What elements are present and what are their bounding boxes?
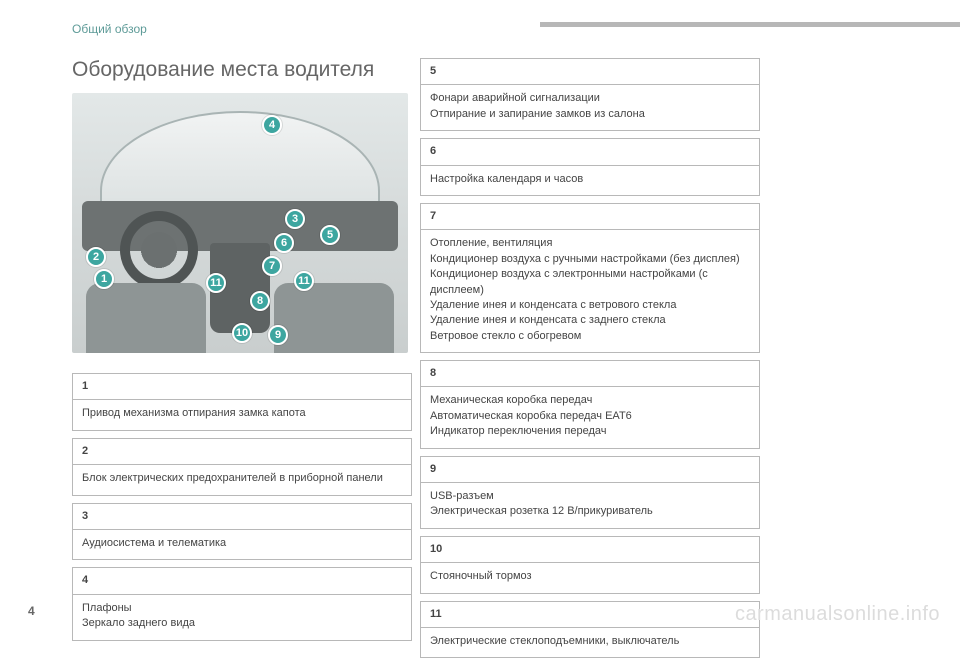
info-box-7: 7Отопление, вентиляцияКондиционер воздух… [420, 203, 760, 353]
info-box-line: Плафоны [82, 601, 402, 616]
info-box-3: 3 Аудиосистема и телематика [72, 503, 412, 561]
info-box-number: 11 [421, 602, 759, 628]
info-box-line: Удаление инея и конденсата с заднего сте… [430, 313, 750, 328]
right-list: 5Фонари аварийной сигнализацииОтпирание … [420, 58, 760, 665]
info-box-line: Отпирание и запирание замков из салона [430, 107, 750, 122]
info-box-line: Кондиционер воздуха с электронными настр… [430, 267, 750, 298]
info-box-line: Механическая коробка передач [430, 393, 750, 408]
callout-badge-7: 7 [262, 256, 282, 276]
info-box-5: 5Фонари аварийной сигнализацииОтпирание … [420, 58, 760, 131]
info-box-line: Кондиционер воздуха с ручными настройкам… [430, 252, 750, 267]
info-box-body: Механическая коробка передачАвтоматическ… [421, 387, 759, 447]
page-number: 4 [28, 604, 35, 618]
info-box-line: Индикатор переключения передач [430, 424, 750, 439]
callout-badge-11: 11 [206, 273, 226, 293]
callout-badge-3: 3 [285, 209, 305, 229]
info-box-body: Отопление, вентиляцияКондиционер воздуха… [421, 230, 759, 352]
illustration-seat-right [274, 283, 394, 353]
info-box-4: 4ПлафоныЗеркало заднего вида [72, 567, 412, 640]
info-box-number: 3 [73, 504, 411, 530]
callout-badge-5: 5 [320, 225, 340, 245]
dashboard-illustration: 435672111118109 [72, 93, 408, 353]
info-box-body: Настройка календаря и часов [421, 166, 759, 195]
info-box-line: Аудиосистема и телематика [82, 536, 402, 551]
info-box-10: 10 Стояночный тормоз [420, 536, 760, 594]
right-column: 5Фонари аварийной сигнализацииОтпирание … [420, 58, 760, 665]
info-box-line: Блок электрических предохранителей в при… [82, 471, 402, 486]
info-box-number: 7 [421, 204, 759, 230]
callout-badge-1: 1 [94, 269, 114, 289]
section-header: Общий обзор [72, 22, 147, 36]
info-box-body: Электрические стеклоподъемники, выключат… [421, 628, 759, 657]
top-bar [540, 22, 960, 27]
info-box-1: 1 Привод механизма отпирания замка капота [72, 373, 412, 431]
info-box-body: Фонари аварийной сигнализацииОтпирание и… [421, 85, 759, 130]
info-box-2: 2 Блок электрических предохранителей в пр… [72, 438, 412, 496]
callout-badge-11: 11 [294, 271, 314, 291]
info-box-line: Ветровое стекло с обогревом [430, 329, 750, 344]
info-box-number: 5 [421, 59, 759, 85]
left-column: 435672111118109 1Привод механизма отпира… [72, 58, 412, 665]
info-box-9: 9USB-разъемЭлектрическая розетка 12 В/пр… [420, 456, 760, 529]
info-box-line: Электрическая розетка 12 В/прикуриватель [430, 504, 750, 519]
info-box-body: USB-разъемЭлектрическая розетка 12 В/при… [421, 483, 759, 528]
info-box-line: USB-разъем [430, 489, 750, 504]
watermark: carmanualsonline.info [735, 603, 940, 626]
info-box-body: Стояночный тормоз [421, 563, 759, 592]
illustration-seat-left [86, 283, 206, 353]
info-box-number: 6 [421, 139, 759, 165]
info-box-11: 11 Электрические стеклоподъемники, выключ… [420, 601, 760, 659]
info-box-line: Электрические стеклоподъемники, выключат… [430, 634, 750, 649]
info-box-line: Зеркало заднего вида [82, 616, 402, 631]
info-box-body: ПлафоныЗеркало заднего вида [73, 595, 411, 640]
info-box-number: 10 [421, 537, 759, 563]
illustration-wheel [120, 211, 198, 289]
info-box-line: Фонари аварийной сигнализации [430, 91, 750, 106]
info-box-line: Стояночный тормоз [430, 569, 750, 584]
callout-badge-4: 4 [262, 115, 282, 135]
callout-badge-6: 6 [274, 233, 294, 253]
info-box-body: Привод механизма отпирания замка капота [73, 400, 411, 429]
info-box-6: 6 Настройка календаря и часов [420, 138, 760, 196]
info-box-line: Настройка календаря и часов [430, 172, 750, 187]
callout-badge-2: 2 [86, 247, 106, 267]
info-box-body: Блок электрических предохранителей в при… [73, 465, 411, 494]
info-box-number: 1 [73, 374, 411, 400]
callout-badge-10: 10 [232, 323, 252, 343]
illustration-windshield [100, 111, 380, 206]
callout-badge-9: 9 [268, 325, 288, 345]
info-box-number: 4 [73, 568, 411, 594]
info-box-number: 9 [421, 457, 759, 483]
info-box-number: 8 [421, 361, 759, 387]
info-box-line: Привод механизма отпирания замка капота [82, 406, 402, 421]
info-box-line: Отопление, вентиляция [430, 236, 750, 251]
info-box-number: 2 [73, 439, 411, 465]
callout-badge-8: 8 [250, 291, 270, 311]
info-box-body: Аудиосистема и телематика [73, 530, 411, 559]
content-columns: 435672111118109 1Привод механизма отпира… [72, 58, 760, 665]
left-list: 1 Привод механизма отпирания замка капота… [72, 373, 412, 648]
info-box-8: 8Механическая коробка передачАвтоматичес… [420, 360, 760, 449]
info-box-line: Удаление инея и конденсата с ветрового с… [430, 298, 750, 313]
info-box-line: Автоматическая коробка передач EAT6 [430, 409, 750, 424]
